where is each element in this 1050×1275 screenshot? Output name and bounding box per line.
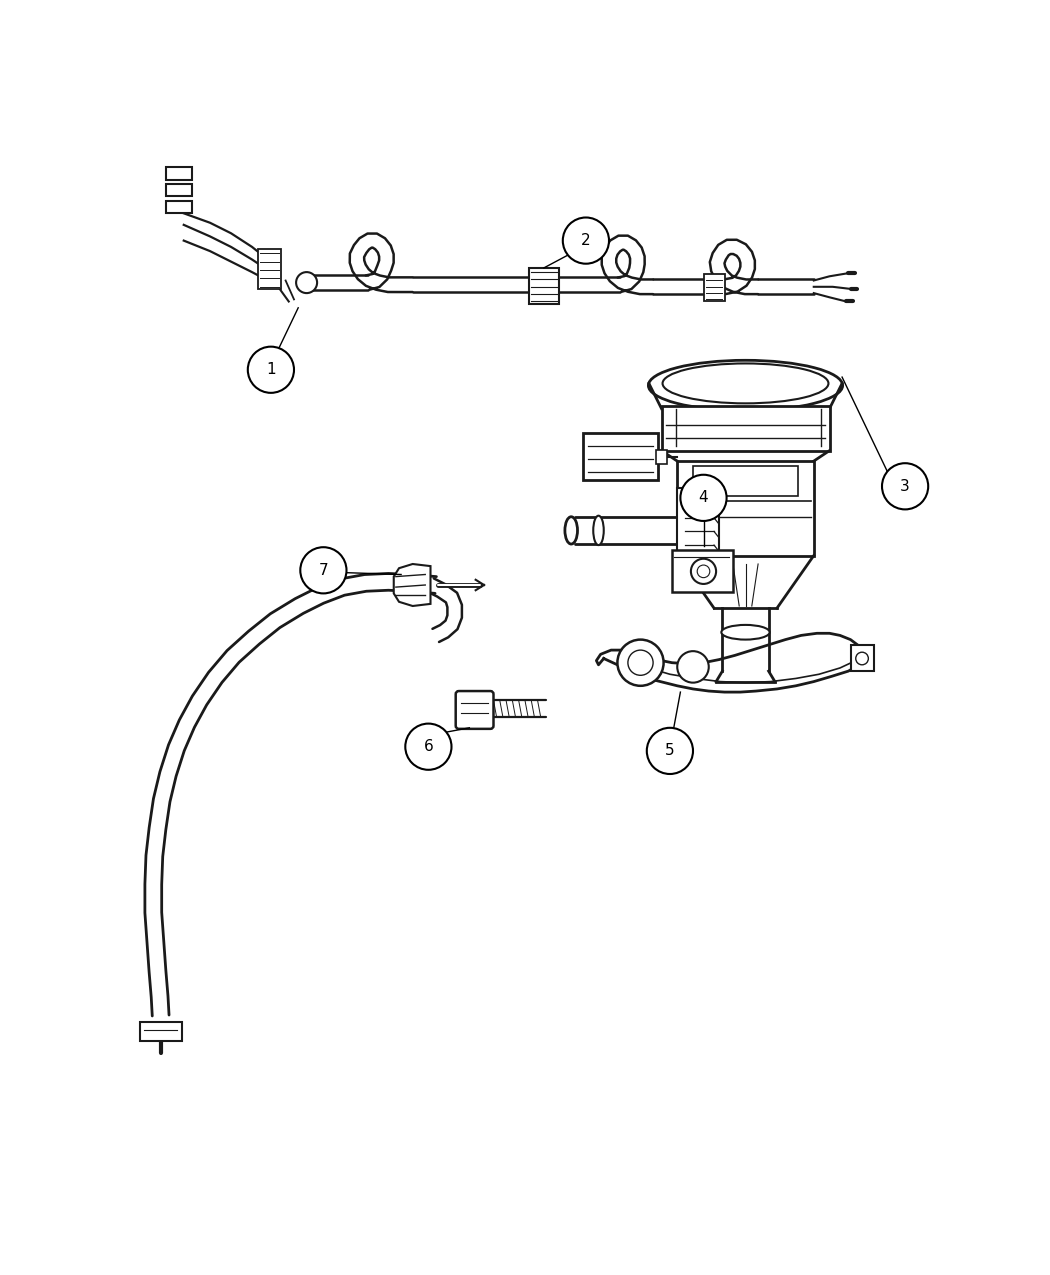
Polygon shape <box>394 564 430 606</box>
FancyBboxPatch shape <box>456 691 493 729</box>
Text: 5: 5 <box>665 743 675 759</box>
Circle shape <box>563 218 609 264</box>
Bar <box>166 184 192 196</box>
Circle shape <box>677 652 709 682</box>
Circle shape <box>697 565 710 578</box>
Circle shape <box>405 724 452 770</box>
Ellipse shape <box>593 515 604 546</box>
Text: 3: 3 <box>900 479 910 493</box>
Circle shape <box>617 640 664 686</box>
Bar <box>583 432 658 479</box>
Ellipse shape <box>565 516 578 544</box>
Ellipse shape <box>663 363 828 403</box>
Bar <box>656 450 667 464</box>
Circle shape <box>680 474 727 521</box>
Circle shape <box>300 547 346 593</box>
Ellipse shape <box>721 625 770 640</box>
Circle shape <box>856 653 868 664</box>
Bar <box>672 551 733 593</box>
Bar <box>704 274 724 301</box>
Circle shape <box>248 347 294 393</box>
Bar <box>662 407 830 450</box>
Ellipse shape <box>649 361 842 411</box>
Bar <box>677 488 719 551</box>
Text: 6: 6 <box>423 740 434 755</box>
Circle shape <box>296 272 317 293</box>
Polygon shape <box>596 634 863 692</box>
Circle shape <box>628 650 653 676</box>
Text: 4: 4 <box>698 491 709 505</box>
Circle shape <box>647 728 693 774</box>
Bar <box>693 467 798 496</box>
Bar <box>850 645 874 671</box>
Bar <box>140 1021 182 1040</box>
Bar <box>166 167 192 180</box>
Bar <box>166 200 192 213</box>
Bar <box>677 462 814 556</box>
Bar <box>529 268 559 303</box>
Circle shape <box>882 463 928 510</box>
Text: 1: 1 <box>266 362 276 377</box>
Circle shape <box>691 558 716 584</box>
Text: 7: 7 <box>318 562 329 578</box>
Bar <box>258 249 281 289</box>
Text: 2: 2 <box>581 233 591 249</box>
